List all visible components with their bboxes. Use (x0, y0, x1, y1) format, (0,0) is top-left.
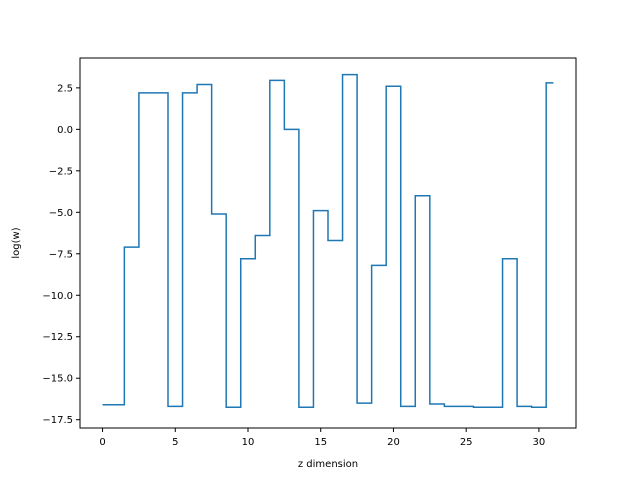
y-tick-label: −17.5 (42, 415, 73, 426)
y-tick-label: −5.0 (49, 208, 73, 219)
plot-area-frame (79, 57, 577, 429)
y-tick-label: −7.5 (49, 249, 73, 260)
x-tick-label: 5 (172, 437, 178, 448)
x-tick-label: 0 (99, 437, 105, 448)
y-tick-label: 2.5 (57, 83, 73, 94)
x-tick-label: 15 (314, 437, 327, 448)
y-tick-label: −12.5 (42, 332, 73, 343)
y-tick-label: 0.0 (57, 125, 73, 136)
y-tick-label: −15.0 (42, 374, 73, 385)
x-tick-label: 30 (533, 437, 546, 448)
y-tick-label: −2.5 (49, 166, 73, 177)
x-axis-label: z dimension (298, 459, 358, 470)
x-tick-label: 10 (242, 437, 255, 448)
series-line-0 (102, 73, 554, 409)
x-tick-label: 20 (387, 437, 400, 448)
x-tick-label: 25 (460, 437, 473, 448)
y-axis-label: log(w) (11, 227, 22, 258)
y-tick-label: −10.0 (42, 291, 73, 302)
